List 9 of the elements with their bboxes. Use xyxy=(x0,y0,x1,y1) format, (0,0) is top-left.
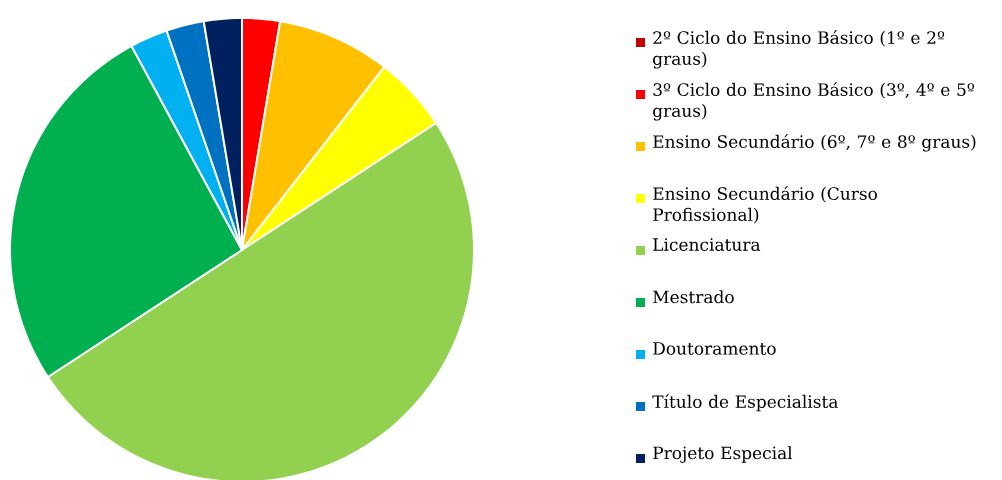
legend-label: Mestrado xyxy=(653,290,734,304)
legend-label: Ensino Secundário (Curso Profissional) xyxy=(653,186,877,224)
legend-label: 2º Ciclo do Ensino Básico (1º e 2º graus) xyxy=(653,30,945,69)
legend-label: 3º Ciclo do Ensino Básico (3º, 4º e 5º graus) xyxy=(653,82,975,121)
legend-label: Licenciatura xyxy=(653,238,761,251)
legend-label: Título de Especialista xyxy=(652,394,838,412)
legend-label: Ensino Secundário (6º, 7º e 8º graus) xyxy=(653,134,976,152)
legend-label: Projeto Especial xyxy=(653,446,793,463)
legend-label: Doutoramento xyxy=(653,342,776,355)
